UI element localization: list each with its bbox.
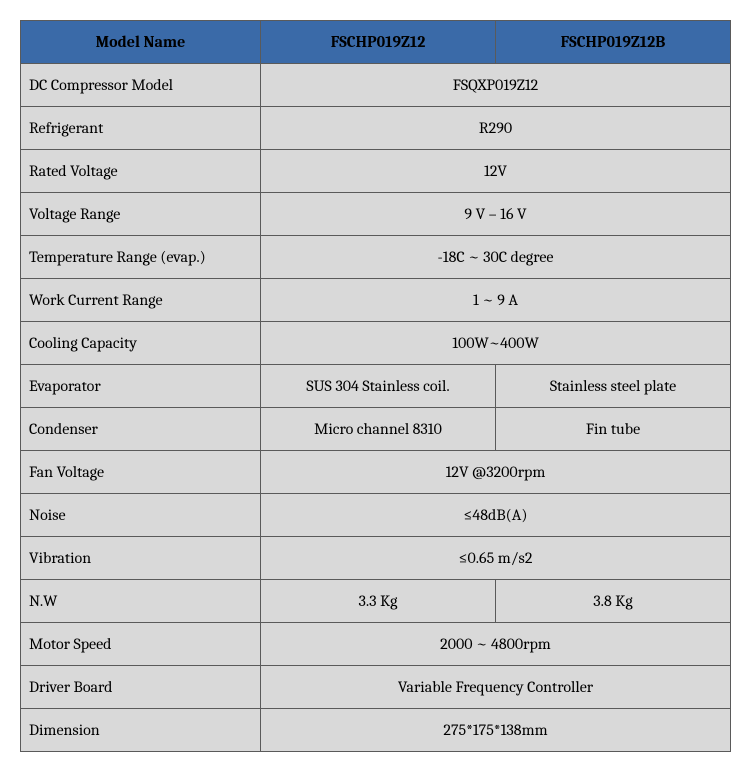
row-value: 2000 ~ 4800rpm [261, 623, 731, 666]
row-label: Voltage Range [21, 193, 261, 236]
row-label: Noise [21, 494, 261, 537]
row-label: Condenser [21, 408, 261, 451]
table-row: Voltage Range9 V – 16 V [21, 193, 731, 236]
row-value: 12V [261, 150, 731, 193]
row-value: ≤0.65 m/s2 [261, 537, 731, 580]
row-value: R290 [261, 107, 731, 150]
table-row: Noise≤48dB(A) [21, 494, 731, 537]
row-value: Variable Frequency Controller [261, 666, 731, 709]
table-row: EvaporatorSUS 304 Stainless coil.Stainle… [21, 365, 731, 408]
table-row: Work Current Range1 ~ 9 A [21, 279, 731, 322]
row-label: Dimension [21, 709, 261, 752]
row-value-model2: Fin tube [496, 408, 731, 451]
row-value-model2: 3.8 Kg [496, 580, 731, 623]
row-label: Cooling Capacity [21, 322, 261, 365]
row-label: Refrigerant [21, 107, 261, 150]
row-label: Work Current Range [21, 279, 261, 322]
row-label: Vibration [21, 537, 261, 580]
row-label: Rated Voltage [21, 150, 261, 193]
table-row: Temperature Range (evap.)-18C ~ 30C degr… [21, 236, 731, 279]
row-value-model1: 3.3 Kg [261, 580, 496, 623]
col-header-label: Model Name [21, 21, 261, 64]
table-row: Driver BoardVariable Frequency Controlle… [21, 666, 731, 709]
table-row: Vibration≤0.65 m/s2 [21, 537, 731, 580]
table-header-row: Model Name FSCHP019Z12 FSCHP019Z12B [21, 21, 731, 64]
row-label: Temperature Range (evap.) [21, 236, 261, 279]
table-row: CondenserMicro channel 8310Fin tube [21, 408, 731, 451]
table-row: N.W3.3 Kg3.8 Kg [21, 580, 731, 623]
row-value-model1: Micro channel 8310 [261, 408, 496, 451]
table-row: Dimension275*175*138mm [21, 709, 731, 752]
table-row: Rated Voltage12V [21, 150, 731, 193]
row-value-model2: Stainless steel plate [496, 365, 731, 408]
col-header-model1: FSCHP019Z12 [261, 21, 496, 64]
table-row: DC Compressor ModelFSQXP019Z12 [21, 64, 731, 107]
row-value-model1: SUS 304 Stainless coil. [261, 365, 496, 408]
row-label: Driver Board [21, 666, 261, 709]
row-value: FSQXP019Z12 [261, 64, 731, 107]
row-value: 12V @3200rpm [261, 451, 731, 494]
table-row: Cooling Capacity100W~400W [21, 322, 731, 365]
col-header-model2: FSCHP019Z12B [496, 21, 731, 64]
row-label: DC Compressor Model [21, 64, 261, 107]
row-label: Motor Speed [21, 623, 261, 666]
table-row: Motor Speed2000 ~ 4800rpm [21, 623, 731, 666]
row-label: Evaporator [21, 365, 261, 408]
row-value: ≤48dB(A) [261, 494, 731, 537]
row-label: Fan Voltage [21, 451, 261, 494]
row-value: 1 ~ 9 A [261, 279, 731, 322]
table-row: Fan Voltage12V @3200rpm [21, 451, 731, 494]
table-row: RefrigerantR290 [21, 107, 731, 150]
row-value: 275*175*138mm [261, 709, 731, 752]
spec-table-body: DC Compressor ModelFSQXP019Z12Refrigeran… [21, 64, 731, 752]
row-value: 9 V – 16 V [261, 193, 731, 236]
row-value: 100W~400W [261, 322, 731, 365]
row-value: -18C ~ 30C degree [261, 236, 731, 279]
row-label: N.W [21, 580, 261, 623]
spec-table: Model Name FSCHP019Z12 FSCHP019Z12B DC C… [20, 20, 731, 752]
